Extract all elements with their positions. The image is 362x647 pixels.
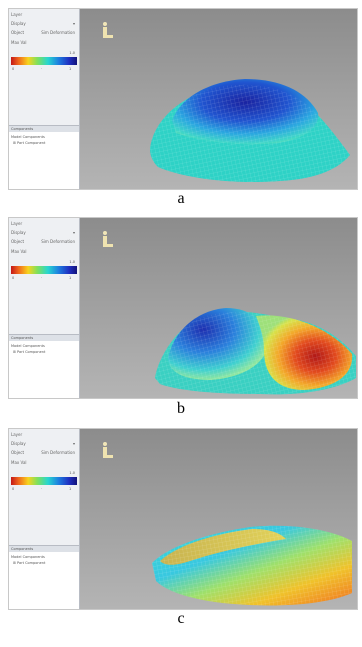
display-row[interactable]: Display ▾	[11, 229, 77, 236]
figure-logo-icon	[101, 230, 115, 248]
tree-root-item[interactable]: Model Components	[11, 135, 45, 139]
component-tree: Components Model Components ⊞ Part Compo…	[9, 545, 79, 609]
color-legend-bar	[11, 57, 77, 65]
max-value-label: Max Val	[11, 460, 27, 465]
colorbar-label-min: 0	[12, 487, 15, 491]
tree-child-item[interactable]: ⊞ Part Component	[13, 350, 46, 354]
display-label: Display	[11, 441, 26, 446]
screenshot-panel-b: Layer Display ▾ Object Sim Deformation M…	[8, 217, 358, 399]
component-tree-header: Components	[9, 546, 79, 552]
screenshot-panel-a: Layer Display ▾ Object Sim Deformation M…	[8, 8, 358, 190]
colorbar-label-min: 0	[12, 276, 15, 280]
color-legend-bar	[11, 477, 77, 485]
object-label: Object	[11, 30, 25, 35]
color-legend-bar	[11, 266, 77, 274]
max-value-label: Max Val	[11, 40, 27, 45]
object-label: Object	[11, 239, 25, 244]
object-row[interactable]: Object Sim Deformation	[11, 449, 77, 456]
screenshot-panel-c: Layer Display ▾ Object Sim Deformation M…	[8, 428, 358, 610]
object-value[interactable]: Sim Deformation	[41, 30, 75, 35]
colorbar-label-min: 0	[12, 67, 15, 71]
sidebar-title: Layer	[11, 12, 23, 17]
tree-root-item[interactable]: Model Components	[11, 555, 45, 559]
properties-sidebar: Layer Display ▾ Object Sim Deformation M…	[9, 218, 80, 398]
properties-sidebar: Layer Display ▾ Object Sim Deformation M…	[9, 9, 80, 189]
colorbar-label-max: 1	[69, 276, 72, 280]
tree-child-item[interactable]: ⊞ Part Component	[13, 141, 46, 145]
colorbar-label-mid: ·	[41, 276, 43, 280]
tree-child-item[interactable]: ⊞ Part Component	[13, 561, 46, 565]
sidebar-title: Layer	[11, 221, 23, 226]
component-tree-header: Components	[9, 126, 79, 132]
object-label: Object	[11, 450, 25, 455]
object-row[interactable]: Object Sim Deformation	[11, 29, 77, 36]
max-value-row: Max Val	[11, 248, 77, 255]
3d-viewport[interactable]	[80, 218, 357, 398]
display-row[interactable]: Display ▾	[11, 440, 77, 447]
deformation-surface-b	[155, 308, 356, 395]
figure-logo-icon	[101, 441, 115, 459]
figure-logo-icon	[101, 21, 115, 39]
colorbar-label-max: 1	[69, 487, 72, 491]
component-tree: Components Model Components ⊞ Part Compo…	[9, 334, 79, 398]
display-dropdown-arrow[interactable]: ▾	[72, 230, 75, 235]
colorbar-max-label: 1.0	[69, 51, 75, 55]
colorbar-label-mid: ·	[41, 487, 43, 491]
caption-a: a	[177, 190, 185, 207]
colorbar-label-max: 1	[69, 67, 72, 71]
3d-viewport[interactable]	[80, 429, 357, 609]
component-tree-header: Components	[9, 335, 79, 341]
object-row[interactable]: Object Sim Deformation	[11, 238, 77, 245]
deformation-surface-a	[150, 79, 350, 183]
colorbar-max-label: 1.0	[69, 471, 75, 475]
display-label: Display	[11, 21, 26, 26]
display-row[interactable]: Display ▾	[11, 20, 77, 27]
colorbar-max-label: 1.0	[69, 260, 75, 264]
object-value[interactable]: Sim Deformation	[41, 239, 75, 244]
max-value-label: Max Val	[11, 249, 27, 254]
display-dropdown-arrow[interactable]: ▾	[72, 441, 75, 446]
max-value-row: Max Val	[11, 39, 77, 46]
properties-sidebar: Layer Display ▾ Object Sim Deformation M…	[9, 429, 80, 609]
component-tree: Components Model Components ⊞ Part Compo…	[9, 125, 79, 189]
colorbar-label-mid: ·	[41, 67, 43, 71]
display-dropdown-arrow[interactable]: ▾	[72, 21, 75, 26]
tree-root-item[interactable]: Model Components	[11, 344, 45, 348]
display-label: Display	[11, 230, 26, 235]
max-value-row: Max Val	[11, 459, 77, 466]
caption-b: b	[177, 400, 185, 417]
3d-viewport[interactable]	[80, 9, 357, 189]
sidebar-title: Layer	[11, 432, 23, 437]
caption-c: c	[177, 610, 185, 627]
object-value[interactable]: Sim Deformation	[41, 450, 75, 455]
deformation-surface-c	[152, 525, 352, 606]
